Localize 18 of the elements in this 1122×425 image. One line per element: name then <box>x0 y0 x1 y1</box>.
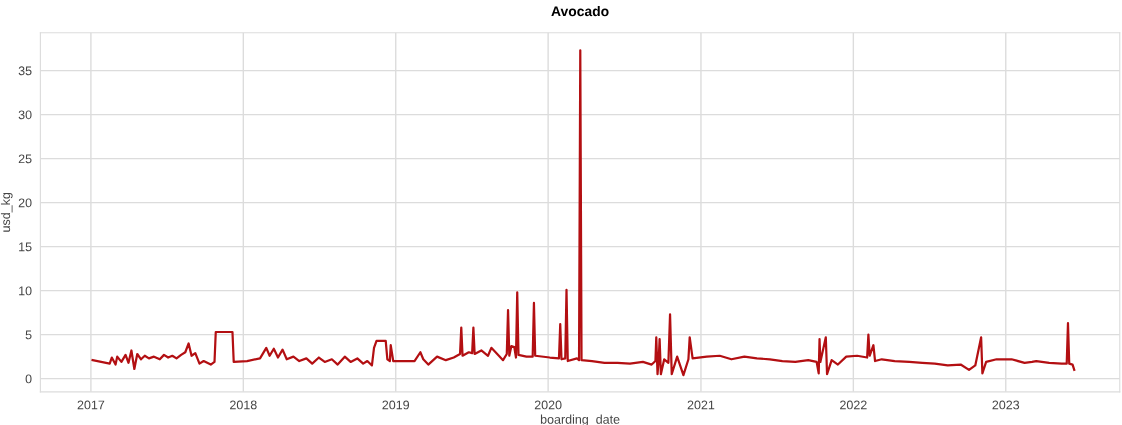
y-tick-label: 30 <box>18 110 32 120</box>
y-tick-label: 5 <box>25 330 32 340</box>
x-tick-label: 2022 <box>840 400 867 410</box>
x-tick-label: 2019 <box>382 400 410 410</box>
x-tick-label: 2018 <box>230 400 257 410</box>
line-series <box>91 49 1076 377</box>
x-tick-label: 2023 <box>992 400 1020 410</box>
y-tick-label: 20 <box>18 198 32 208</box>
chart-title: Avocado <box>551 5 609 17</box>
y-tick-label: 35 <box>18 66 32 76</box>
y-tick-label: 0 <box>25 374 32 384</box>
x-tick-label: 2017 <box>77 400 105 410</box>
x-tick-label: 2020 <box>534 400 562 410</box>
y-tick-label: 25 <box>18 154 32 164</box>
y-axis-title: usd_kg <box>0 192 13 232</box>
y-tick-label: 15 <box>19 242 32 252</box>
y-tick-label: 10 <box>19 286 32 296</box>
x-tick-label: 2021 <box>687 400 715 410</box>
